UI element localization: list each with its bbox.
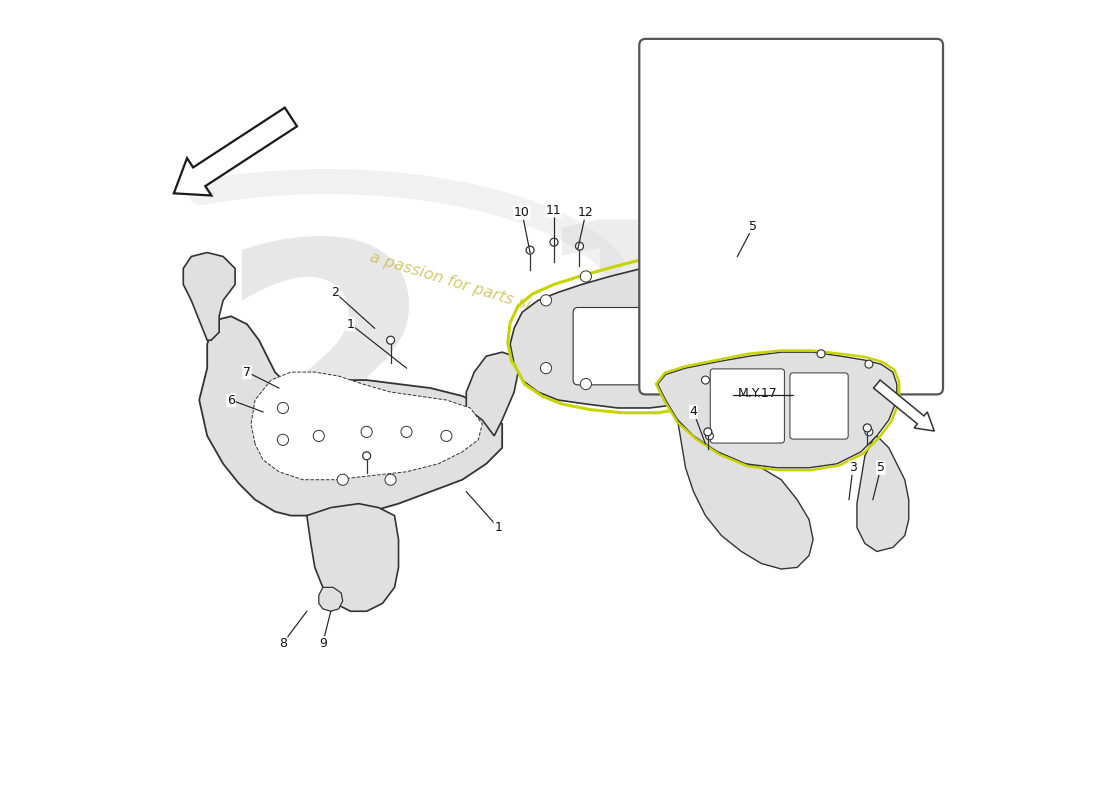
Text: 5: 5 [749,220,757,233]
Circle shape [832,275,843,286]
Circle shape [748,251,759,262]
Polygon shape [307,504,398,611]
Text: 2: 2 [216,230,438,538]
Circle shape [363,452,371,460]
Circle shape [817,350,825,358]
Text: 1: 1 [346,318,354,330]
Polygon shape [678,420,813,569]
Circle shape [702,376,710,384]
Circle shape [832,358,843,370]
Circle shape [748,378,759,390]
Text: M.Y.17: M.Y.17 [737,387,777,400]
Circle shape [385,474,396,486]
Circle shape [581,378,592,390]
Text: 9: 9 [319,637,327,650]
Text: 12: 12 [578,206,594,219]
Circle shape [550,238,558,246]
Circle shape [865,360,873,368]
FancyBboxPatch shape [573,307,659,385]
Text: 4: 4 [690,406,697,418]
Polygon shape [184,253,235,340]
Circle shape [441,430,452,442]
FancyBboxPatch shape [711,369,784,443]
Text: 5: 5 [877,462,884,474]
Text: 8: 8 [279,637,287,650]
Text: 1: 1 [537,214,691,427]
Polygon shape [466,352,518,436]
Text: 1: 1 [494,521,502,534]
Text: 2: 2 [331,286,339,299]
FancyArrow shape [873,380,934,431]
Circle shape [400,426,412,438]
Circle shape [540,362,551,374]
Polygon shape [658,352,896,468]
Text: 7: 7 [243,366,251,378]
Polygon shape [251,372,482,480]
Circle shape [386,336,395,344]
Circle shape [575,242,583,250]
FancyBboxPatch shape [790,373,848,439]
Circle shape [705,432,714,440]
FancyBboxPatch shape [639,39,943,394]
Circle shape [277,402,288,414]
Circle shape [734,249,741,257]
Text: 6: 6 [228,394,235,406]
Circle shape [314,430,324,442]
Text: a passion for parts since 1985: a passion for parts since 1985 [368,250,604,335]
Circle shape [337,474,349,486]
Polygon shape [199,316,503,515]
Circle shape [277,434,288,446]
Circle shape [581,271,592,282]
Text: 3: 3 [849,462,857,474]
Polygon shape [857,436,909,551]
FancyBboxPatch shape [661,307,738,377]
Circle shape [660,263,671,274]
Polygon shape [510,241,865,408]
Text: 11: 11 [546,204,562,217]
Polygon shape [319,587,343,611]
Circle shape [660,378,671,390]
Circle shape [704,428,712,436]
Circle shape [540,294,551,306]
FancyArrow shape [174,108,297,195]
Circle shape [361,426,372,438]
Circle shape [865,428,873,436]
Circle shape [864,424,871,432]
Circle shape [526,246,535,254]
Text: 10: 10 [514,206,530,219]
